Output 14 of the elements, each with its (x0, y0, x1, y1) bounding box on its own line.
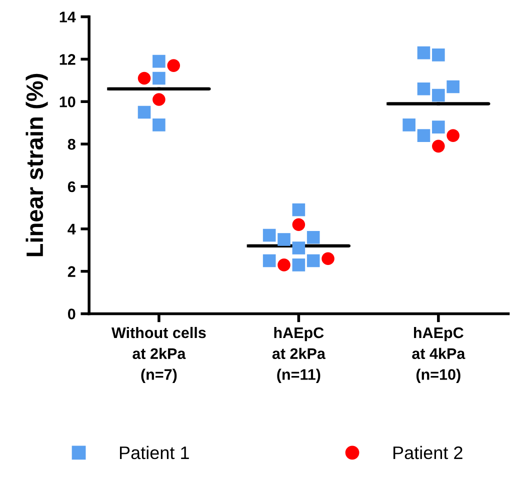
y-tick-label: 10 (60, 96, 76, 108)
y-tick-label: 8 (68, 138, 76, 150)
y-tick-label: 14 (60, 12, 76, 22)
x-tick-label: Without cells at 2kPa (n=7) (112, 326, 206, 383)
legend-label: Patient 2 (393, 446, 462, 460)
y-tick-label: 2 (68, 266, 76, 277)
x-tick-label: hAEpC at 2kPa (n=11) (272, 326, 326, 383)
legend-label: Patient 1 (120, 446, 189, 460)
x-tick-label: hAEpC at 4kPa (n=10) (412, 326, 466, 383)
y-tick-label: 4 (68, 224, 76, 234)
y-tick-label: 6 (68, 181, 76, 192)
y-axis-title: Linear strain (%) (26, 74, 48, 256)
y-tick-label: 0 (68, 308, 76, 320)
y-tick-label: 12 (60, 54, 76, 65)
